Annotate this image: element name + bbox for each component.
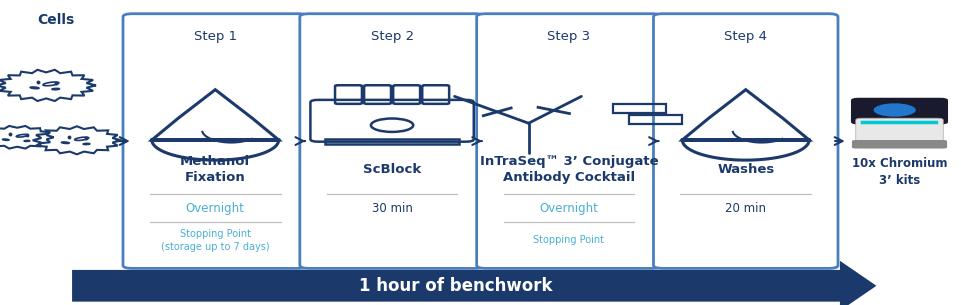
FancyBboxPatch shape <box>300 14 484 268</box>
Text: Step 2: Step 2 <box>371 30 413 43</box>
Bar <box>613 104 666 113</box>
FancyBboxPatch shape <box>123 14 308 268</box>
Text: Stopping Point
(storage up to 7 days): Stopping Point (storage up to 7 days) <box>160 229 270 252</box>
FancyBboxPatch shape <box>851 98 949 124</box>
Text: 30 min: 30 min <box>372 203 412 215</box>
Text: Step 3: Step 3 <box>548 30 590 43</box>
Text: Step 4: Step 4 <box>725 30 767 43</box>
Polygon shape <box>72 261 876 305</box>
Bar <box>628 115 682 124</box>
FancyBboxPatch shape <box>477 14 661 268</box>
Text: Methanol
Fixation: Methanol Fixation <box>181 155 250 184</box>
FancyBboxPatch shape <box>856 118 944 144</box>
Text: InTraSeq™ 3’ Conjugate
Antibody Cocktail: InTraSeq™ 3’ Conjugate Antibody Cocktail <box>480 155 658 184</box>
Text: Step 1: Step 1 <box>194 30 236 43</box>
Text: ScBlock: ScBlock <box>363 163 421 176</box>
Text: Cells: Cells <box>37 13 74 27</box>
Text: 10x Chromium
3’ kits: 10x Chromium 3’ kits <box>851 157 948 187</box>
Text: Washes: Washes <box>717 163 775 176</box>
FancyBboxPatch shape <box>852 140 948 149</box>
Text: Overnight: Overnight <box>539 203 599 215</box>
Text: Stopping Point: Stopping Point <box>533 235 604 245</box>
Text: 20 min: 20 min <box>726 203 766 215</box>
Circle shape <box>874 103 916 117</box>
FancyBboxPatch shape <box>653 14 838 268</box>
Text: Overnight: Overnight <box>185 203 245 215</box>
Text: 1 hour of benchwork: 1 hour of benchwork <box>359 277 553 295</box>
Bar <box>326 139 458 144</box>
